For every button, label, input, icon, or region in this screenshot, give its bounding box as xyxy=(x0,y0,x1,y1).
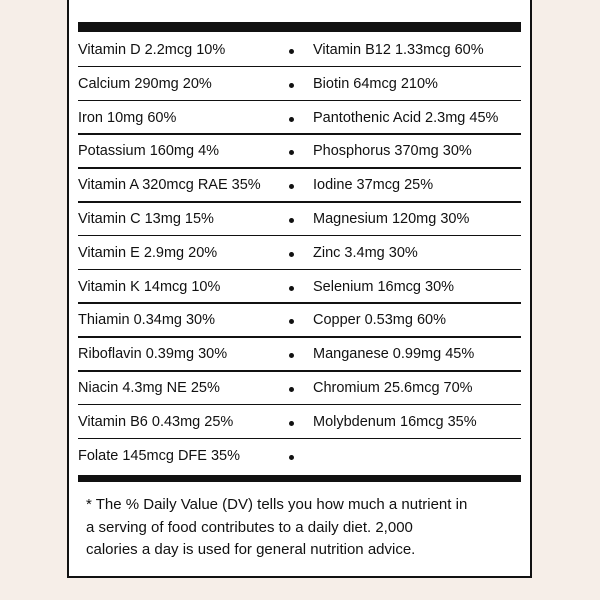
bullet xyxy=(289,319,294,325)
row-divider xyxy=(78,302,521,304)
row-divider xyxy=(78,437,521,440)
bullet xyxy=(289,82,294,88)
nutrient-right: Vitamin B12 1.33mcg 60% xyxy=(313,41,484,58)
nutrient-left: Iron 10mg 60% xyxy=(78,109,177,126)
row-divider xyxy=(78,403,521,406)
row-divider xyxy=(78,268,521,271)
bullet xyxy=(289,116,294,122)
bullet xyxy=(289,150,294,156)
nutrient-left: Vitamin D 2.2mcg 10% xyxy=(78,41,226,58)
nutrient-left: Vitamin K 14mcg 10% xyxy=(78,278,221,295)
nutrient-right: Magnesium 120mg 30% xyxy=(313,210,470,227)
nutrient-left: Riboflavin 0.39mg 30% xyxy=(78,346,228,363)
nutrient-right: Selenium 16mcg 30% xyxy=(313,278,455,295)
row-divider xyxy=(78,99,521,102)
nutrient-right: Molybdenum 16mcg 35% xyxy=(313,413,477,430)
nutrient-left: Thiamin 0.34mg 30% xyxy=(78,312,216,329)
nutrient-left: Folate 145mcg DFE 35% xyxy=(78,447,240,464)
row-divider xyxy=(78,65,521,68)
bottom-rule xyxy=(78,475,521,482)
bullet xyxy=(289,184,294,190)
bullet xyxy=(289,217,294,223)
row-divider xyxy=(78,336,521,338)
nutrient-left: Niacin 4.3mg NE 25% xyxy=(78,379,220,396)
nutrient-left: Vitamin C 13mg 15% xyxy=(78,210,214,227)
bullet xyxy=(289,251,294,257)
footnote-line: * The % Daily Value (DV) tells you how m… xyxy=(86,496,468,513)
bullet xyxy=(289,420,294,426)
nutrient-left: Vitamin B6 0.43mg 25% xyxy=(78,413,234,430)
footnote-line: a serving of food contributes to a daily… xyxy=(86,518,413,536)
nutrient-right: Pantothenic Acid 2.3mg 45% xyxy=(313,109,499,126)
bullet xyxy=(289,454,294,460)
nutrient-left: Calcium 290mg 20% xyxy=(78,75,212,92)
top-rule xyxy=(78,22,521,32)
bullet xyxy=(289,285,294,291)
row-divider xyxy=(78,370,521,372)
nutrient-right: Biotin 64mcg 210% xyxy=(313,75,438,92)
row-divider xyxy=(78,234,521,237)
nutrient-right: Iodine 37mcg 25% xyxy=(313,177,434,194)
row-divider xyxy=(78,201,521,203)
nutrient-right: Zinc 3.4mg 30% xyxy=(313,244,418,261)
nutrient-left: Vitamin A 320mcg RAE 35% xyxy=(78,177,261,194)
nutrient-right: Chromium 25.6mcg 70% xyxy=(313,379,473,396)
nutrient-left: Vitamin E 2.9mg 20% xyxy=(78,244,218,261)
row-divider xyxy=(78,133,521,135)
bullet xyxy=(289,353,294,359)
nutrient-right: Copper 0.53mg 60% xyxy=(313,312,446,329)
row-divider xyxy=(78,167,521,169)
bullet xyxy=(289,386,294,392)
footnote-line: calories a day is used for general nutri… xyxy=(86,541,416,558)
nutrient-right: Phosphorus 370mg 30% xyxy=(313,143,472,160)
nutrient-left: Potassium 160mg 4% xyxy=(78,143,220,160)
bullet xyxy=(289,48,294,54)
nutrient-right: Manganese 0.99mg 45% xyxy=(313,346,475,363)
